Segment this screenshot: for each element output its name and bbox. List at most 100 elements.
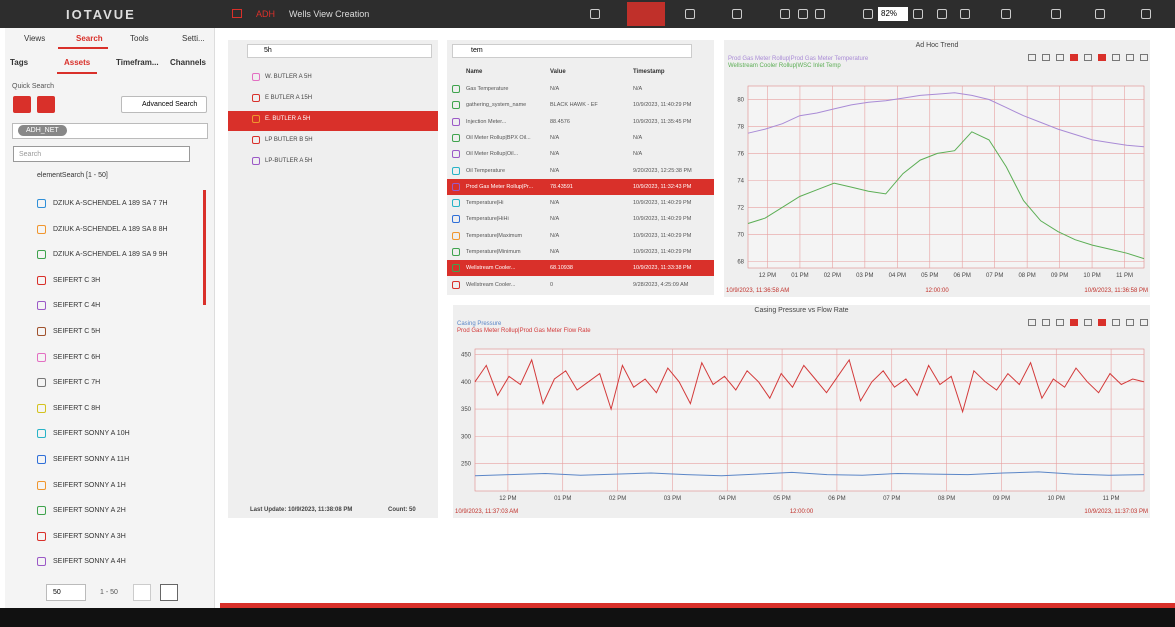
cell[interactable]: 10/9/2023, 11:33:38 PM — [633, 265, 692, 272]
tree-item[interactable]: LP BUTLER B 5H — [265, 137, 313, 143]
asset-item[interactable]: DZIUK A-SCHENDEL A 189 SA 7 7H — [53, 200, 168, 207]
crumb[interactable]: ADH — [256, 9, 276, 19]
toolbar-icon[interactable] — [732, 9, 742, 19]
chart-tool[interactable] — [1056, 319, 1064, 326]
asset-item[interactable]: SEIFERT C 5H — [53, 328, 101, 335]
cell[interactable]: Temperature|Minimum — [466, 249, 521, 255]
tree-item[interactable]: E BUTLER A 15H — [265, 95, 313, 101]
toolbar-icon[interactable] — [960, 9, 970, 19]
tab[interactable]: Setti... — [182, 34, 205, 43]
tree-item[interactable]: E. BUTLER A 5H — [265, 116, 311, 122]
cell[interactable]: N/A — [633, 134, 643, 141]
toolbar-icon[interactable] — [780, 9, 790, 19]
cell[interactable]: gathering_system_name — [466, 102, 527, 109]
chart-tool[interactable] — [1112, 319, 1120, 326]
chart-tool[interactable] — [1028, 54, 1036, 61]
chart-tool[interactable] — [1056, 54, 1064, 61]
quick-btn[interactable] — [13, 96, 31, 113]
cell[interactable]: N/A — [550, 216, 560, 223]
asset-item[interactable]: SEIFERT C 6H — [53, 353, 101, 361]
toolbar-icon[interactable] — [590, 9, 600, 19]
chart-tool[interactable] — [1140, 54, 1148, 61]
chart-tool[interactable] — [1084, 54, 1092, 61]
tab[interactable]: Tools — [130, 34, 149, 43]
cell[interactable]: Gas Temperature — [466, 86, 509, 92]
column-header[interactable]: Value — [550, 69, 566, 75]
cell[interactable]: 78.43591 — [550, 183, 573, 190]
tree-filter[interactable]: 5h — [247, 44, 432, 58]
cell[interactable]: N/A — [550, 249, 560, 255]
column-header[interactable]: Timestamp — [633, 69, 665, 75]
cell[interactable]: N/A — [633, 151, 643, 158]
toolbar-icon[interactable] — [1051, 9, 1061, 19]
cell[interactable]: N/A — [550, 151, 560, 158]
cell[interactable]: N/A — [550, 134, 560, 141]
chart-tool[interactable] — [1028, 319, 1036, 326]
cell[interactable]: N/A — [550, 200, 560, 207]
chart-tool[interactable] — [1042, 54, 1050, 61]
toolbar-icon[interactable] — [1141, 9, 1151, 19]
toolbar-icon[interactable] — [1001, 9, 1011, 19]
cell[interactable]: N/A — [550, 86, 560, 92]
tree-item[interactable]: W. BUTLER A 5H — [265, 74, 312, 80]
table-filter[interactable]: tem — [452, 44, 692, 58]
chart-tool[interactable] — [1140, 319, 1148, 326]
cell[interactable]: N/A — [633, 86, 643, 92]
legend-entry[interactable]: Prod Gas Meter Rollup|Prod Gas Meter Tem… — [728, 56, 869, 62]
quick-btn[interactable] — [37, 96, 55, 113]
chart-tool[interactable] — [1084, 319, 1092, 326]
tab[interactable]: Views — [24, 34, 46, 43]
cell[interactable]: 88.4576 — [550, 118, 570, 125]
toolbar-icon[interactable] — [937, 9, 947, 19]
cell[interactable]: Wellstream Cooler... — [466, 281, 516, 288]
chip[interactable]: ADH_NET — [18, 125, 67, 136]
asset-item[interactable]: SEIFERT C 8H — [53, 404, 101, 412]
cell[interactable]: Oil Meter Rollup|Oil... — [466, 151, 519, 158]
chart-tool[interactable] — [1126, 54, 1134, 61]
asset-item[interactable]: SEIFERT C 7H — [53, 379, 101, 387]
toolbar-icon[interactable] — [815, 9, 825, 19]
cell[interactable]: 10/9/2023, 11:40:29 PM — [633, 249, 692, 255]
asset-item[interactable]: SEIFERT SONNY A 1H — [53, 481, 126, 489]
asset-item[interactable]: SEIFERT SONNY A 11H — [53, 456, 130, 463]
asset-item[interactable]: SEIFERT SONNY A 2H — [53, 507, 126, 515]
cell[interactable]: Wellstream Cooler... — [466, 265, 516, 272]
zoom[interactable]: 82% — [878, 7, 908, 21]
chart-tool[interactable] — [1070, 319, 1078, 326]
toolbar-icon[interactable] — [863, 9, 873, 19]
legend-entry[interactable]: Wellstream Cooler Rollup|WSC Inlet Temp — [728, 63, 841, 69]
cell[interactable]: 10/9/2023, 11:40:29 PM — [633, 232, 692, 239]
page-size[interactable]: 50 — [46, 584, 86, 601]
column-header[interactable]: Name — [466, 69, 483, 75]
toolbar-icon[interactable] — [1095, 9, 1105, 19]
cell[interactable]: 10/9/2023, 11:40:29 PM — [633, 216, 692, 223]
asset-item[interactable]: DZIUK A-SCHENDEL A 189 SA 9 9H — [53, 251, 168, 259]
asset-item[interactable]: SEIFERT SONNY A 3H — [53, 532, 126, 540]
chart-tool[interactable] — [1126, 319, 1134, 326]
cell[interactable]: Temperature|Maximum — [466, 232, 523, 239]
cell[interactable]: 10/9/2023, 11:35:45 PM — [633, 118, 692, 125]
cell[interactable]: Temperature|Hi — [466, 200, 504, 207]
cell[interactable]: Injection Meter... — [466, 118, 507, 125]
cell[interactable]: Oil Temperature — [466, 167, 506, 174]
cell[interactable]: BLACK HAWK - EF — [550, 102, 598, 109]
subtab[interactable]: Assets — [64, 58, 91, 67]
cell[interactable]: Temperature|HiHi — [466, 216, 509, 223]
cell[interactable]: 10/9/2023, 11:32:43 PM — [633, 183, 692, 190]
asset-item[interactable]: SEIFERT SONNY A 10H — [53, 430, 130, 438]
chart-tool[interactable] — [1042, 319, 1050, 326]
subtab[interactable]: Tags — [10, 58, 29, 67]
chart-tool[interactable] — [1070, 54, 1078, 61]
cell[interactable]: 0 — [550, 281, 554, 288]
cell[interactable]: 68.10938 — [550, 265, 573, 272]
chart-tool[interactable] — [1098, 54, 1106, 61]
cell[interactable]: N/A — [550, 232, 560, 239]
cell[interactable]: 10/9/2023, 11:40:29 PM — [633, 102, 692, 109]
legend-entry[interactable]: Prod Gas Meter Rollup|Prod Gas Meter Flo… — [457, 328, 591, 334]
search-input[interactable]: Search — [13, 146, 190, 162]
lock-btn[interactable] — [627, 2, 665, 26]
asset-item[interactable]: SEIFERT C 3H — [53, 276, 101, 284]
tree-item[interactable]: LP-BUTLER A 5H — [265, 158, 313, 164]
toolbar-icon[interactable] — [798, 9, 808, 19]
toolbar-icon[interactable] — [913, 9, 923, 19]
